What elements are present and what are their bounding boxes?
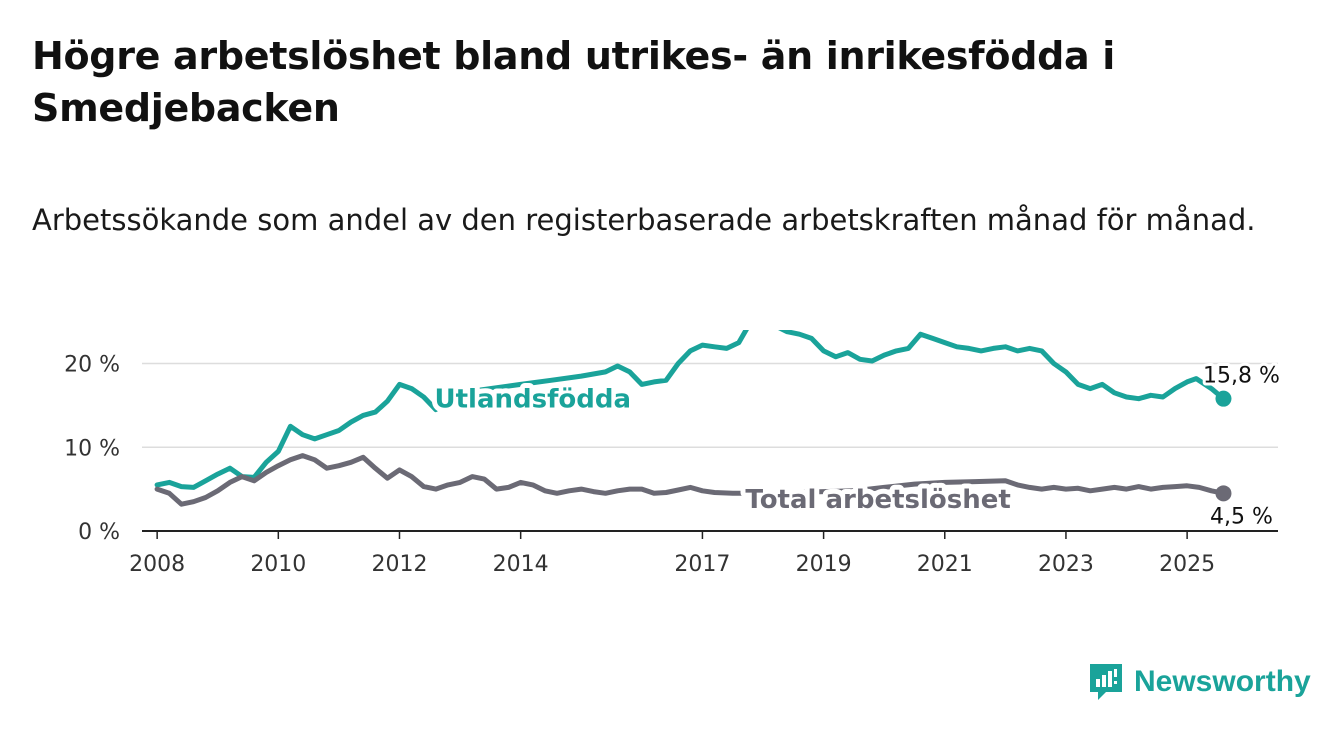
series-label-total: Total arbetslöshet	[745, 485, 1010, 515]
x-tick-label: 2017	[674, 552, 730, 577]
end-value-total: 4,5 %	[1210, 504, 1273, 529]
newsworthy-logo-icon	[1090, 664, 1122, 700]
chart-title: Högre arbetslöshet bland utrikes- än inr…	[32, 34, 1115, 130]
x-tick-label: 2014	[493, 552, 549, 577]
end-value-halo: 15,8 %	[1203, 364, 1280, 389]
x-tick-label: 2021	[917, 552, 973, 577]
series-label-halo: Total arbetslöshet	[745, 485, 1010, 515]
x-tick-label: 2023	[1038, 552, 1094, 577]
series-line-total	[154, 453, 1226, 507]
x-tick-label: 2025	[1159, 552, 1215, 577]
series-line-foreign-born	[154, 330, 1226, 490]
end-value-foreign-born: 15,8 %	[1203, 364, 1280, 389]
x-tick-label: 2010	[250, 552, 306, 577]
end-point-total	[1215, 485, 1232, 502]
end-point-foreign-born	[1215, 390, 1232, 407]
series-label-halo: Utlandsfödda	[435, 385, 632, 415]
line-chart: 0 % 10 % 20 % 2008 2010 2012 2014 2017 2019 2021…	[64, 330, 1283, 577]
x-axis: 2008 2010 2012 2014 2017 2019 2021 2023 2025	[129, 530, 1278, 577]
brand-name: Newsworthy	[1134, 665, 1311, 698]
end-value-halo: 4,5 %	[1210, 504, 1273, 529]
grid-lines	[142, 362, 1278, 448]
x-tick-label: 2012	[371, 552, 427, 577]
newsworthy-brand: Newsworthy	[1088, 660, 1311, 704]
x-tick-label: 2019	[796, 552, 852, 577]
y-axis-ticks: 0 % 10 % 20 %	[64, 353, 120, 546]
y-tick-label: 20 %	[64, 353, 120, 378]
series-label-foreign-born: Utlandsfödda	[435, 385, 632, 415]
x-tick-label: 2008	[129, 552, 185, 577]
y-tick-label: 10 %	[64, 436, 120, 461]
y-tick-label: 0 %	[78, 520, 120, 545]
series-lines	[154, 330, 1232, 507]
chart-subtitle: Arbetssökande som andel av den registerb…	[32, 203, 1256, 237]
